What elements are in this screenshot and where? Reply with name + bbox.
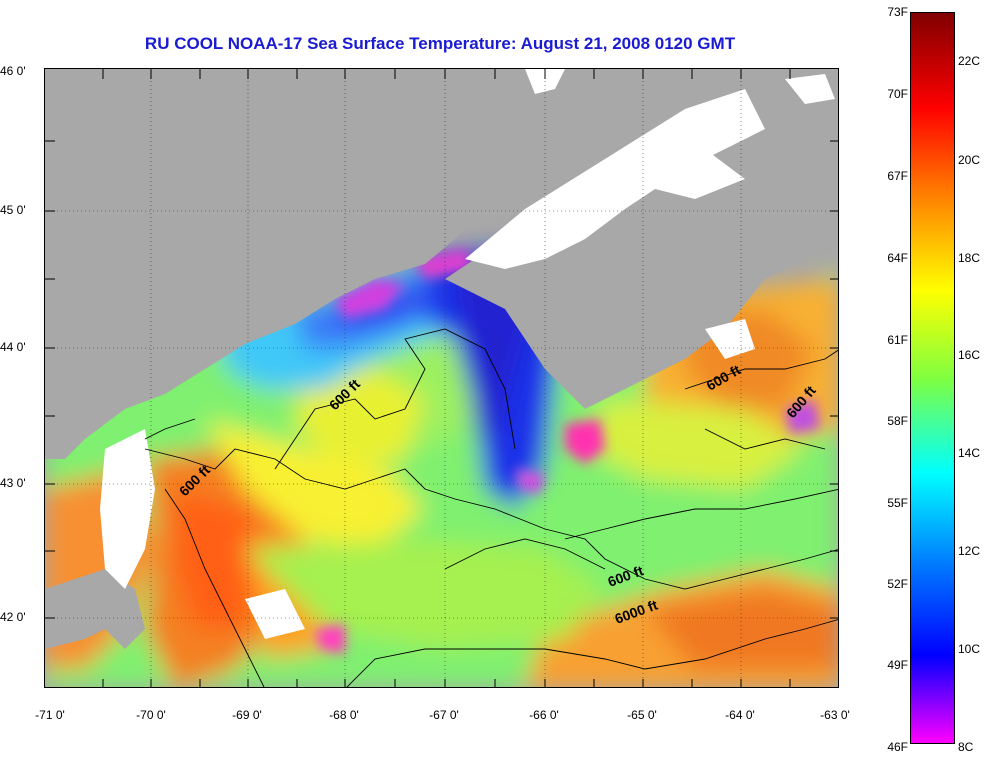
cb-label-22c: 22C (958, 54, 981, 68)
cb-label-58f: 58F (887, 414, 908, 428)
lat-label-45: 45 0' (0, 203, 26, 217)
frame-ticks (45, 69, 838, 687)
cb-label-14c: 14C (958, 446, 981, 460)
cb-label-55f: 55F (887, 496, 908, 510)
cb-label-46f: 46F (887, 740, 908, 754)
lon-label-64: -64 0' (725, 708, 755, 722)
cb-label-73f: 73F (887, 5, 908, 19)
cb-label-61f: 61F (887, 333, 908, 347)
map-title: RU COOL NOAA-17 Sea Surface Temperature:… (144, 34, 736, 53)
clouds (100, 69, 835, 639)
lon-label-66: -66 0' (529, 708, 559, 722)
lon-label-69: -69 0' (232, 708, 262, 722)
lon-label-65: -65 0' (627, 708, 657, 722)
cb-label-16c: 16C (958, 348, 981, 362)
lat-label-43: 43 0' (0, 476, 26, 490)
lon-label-68: -68 0' (329, 708, 359, 722)
cb-label-8c: 8C (958, 740, 974, 754)
lat-label-44: 44 0' (0, 340, 26, 354)
graticule (45, 69, 838, 687)
lon-label-71: -71 0' (35, 708, 65, 722)
lat-label-46: 46 0' (0, 64, 26, 78)
lon-label-63: -63 0' (820, 708, 850, 722)
cb-label-18c: 18C (958, 251, 981, 265)
bathymetry-contours (144, 328, 838, 687)
cb-label-52f: 52F (887, 577, 908, 591)
lon-label-70: -70 0' (136, 708, 166, 722)
cb-label-10c: 10C (958, 642, 981, 656)
cb-label-70f: 70F (887, 87, 908, 101)
sst-map-graphic: 600 ft 600 ft 600 ft 600 ft 600 ft 6000 … (45, 69, 838, 687)
cb-label-20c: 20C (958, 153, 981, 167)
cb-label-67f: 67F (887, 169, 908, 183)
colorbar (910, 12, 955, 744)
sst-map: 600 ft 600 ft 600 ft 600 ft 600 ft 6000 … (44, 68, 839, 688)
cb-label-64f: 64F (887, 251, 908, 265)
cb-label-12c: 12C (958, 544, 981, 558)
lon-label-67: -67 0' (429, 708, 459, 722)
cb-label-49f: 49F (887, 658, 908, 672)
sst-anomalies (315, 249, 820, 654)
lat-label-42: 42 0' (0, 610, 26, 624)
